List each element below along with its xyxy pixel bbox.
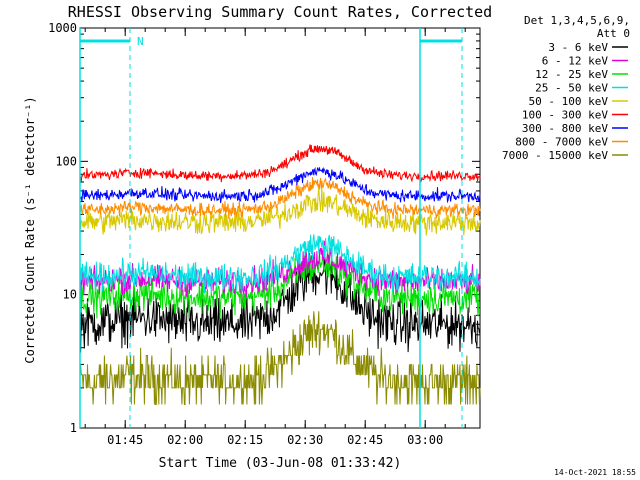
x-tick-label: 02:15	[227, 433, 263, 447]
x-tick-label: 01:45	[107, 433, 143, 447]
y-tick-label: 10	[63, 288, 77, 302]
legend-header: Det 1,3,4,5,6,9,	[524, 14, 630, 27]
series-line-3	[79, 234, 481, 294]
night-markers: N	[79, 28, 463, 428]
series-line-4	[79, 185, 481, 236]
x-tick-label: 02:00	[167, 433, 203, 447]
y-tick-label: 1	[70, 421, 77, 435]
legend-label: 300 - 800 keV	[522, 122, 608, 135]
series-line-2	[79, 247, 481, 319]
series-layer	[79, 144, 481, 405]
series-line-8	[79, 311, 481, 405]
series-line-6	[79, 166, 481, 204]
chart-title: RHESSI Observing Summary Count Rates, Co…	[68, 3, 492, 21]
legend-label: 12 - 25 keV	[535, 68, 608, 81]
series-line-7	[79, 177, 481, 220]
y-tick-label: 1000	[48, 21, 77, 35]
series-line-5	[79, 144, 481, 183]
legend-label: 3 - 6 keV	[548, 41, 608, 54]
legend-label: 100 - 300 keV	[522, 109, 608, 122]
x-tick-label: 03:00	[407, 433, 443, 447]
legend-label: 7000 - 15000 keV	[502, 149, 608, 162]
legend-label: 25 - 50 keV	[535, 82, 608, 95]
x-tick-label: 02:30	[287, 433, 323, 447]
y-tick-label: 100	[55, 154, 77, 168]
x-tick-label: 02:45	[347, 433, 383, 447]
timestamp: 14-Oct-2021 18:55	[554, 468, 636, 477]
legend-header: Att 0	[597, 27, 630, 40]
night-label: N	[137, 35, 144, 48]
legend-label: 800 - 7000 keV	[515, 136, 608, 149]
legend-label: 6 - 12 keV	[542, 55, 609, 68]
y-axis-label: Corrected Count Rate (s⁻¹ detector⁻¹)	[23, 96, 37, 363]
legend-label: 50 - 100 keV	[529, 95, 609, 108]
x-axis-label: Start Time (03-Jun-08 01:33:42)	[159, 456, 402, 471]
